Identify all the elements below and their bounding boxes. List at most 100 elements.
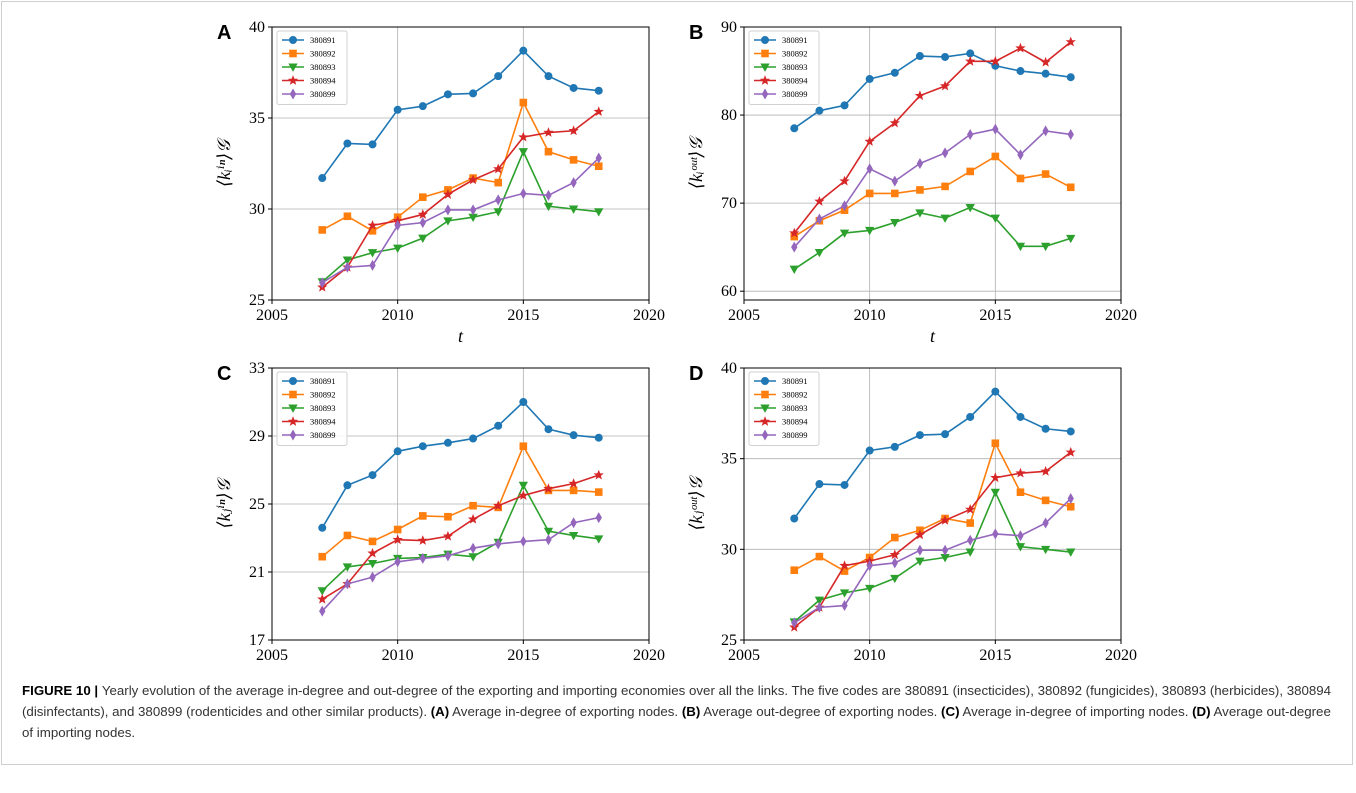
marker [367, 249, 378, 258]
chart-panel: 2005 2010 2015 2020 60 70 80 90 Bt ⟨kᵢᵒᵘᵗ⟩𝒢 380891… [686, 19, 1137, 346]
marker [890, 68, 899, 77]
marker [1066, 427, 1075, 436]
marker [519, 398, 528, 406]
marker [791, 241, 798, 253]
marker [865, 74, 874, 83]
panel-label: B [689, 22, 703, 44]
marker [1065, 36, 1076, 47]
caption-bold: (D) [1192, 704, 1211, 719]
marker [543, 527, 554, 537]
marker [593, 106, 604, 117]
marker [469, 501, 477, 510]
marker [568, 531, 579, 541]
marker [814, 195, 825, 206]
figure: 2005 2010 2015 2020 25 30 35 40 At ⟨kᵢⁱⁿ⟩𝒢 380891 3… [214, 19, 1137, 670]
legend-marker [287, 75, 299, 85]
legend-label: 380894 [782, 417, 808, 427]
legend-marker [761, 49, 769, 58]
legend-label: 380893 [310, 62, 336, 72]
marker [593, 469, 604, 480]
marker [1040, 545, 1051, 555]
marker [467, 174, 479, 185]
marker [1040, 465, 1051, 476]
marker [319, 605, 326, 617]
x-tick-label: 2015 [507, 307, 539, 324]
marker [343, 531, 352, 540]
marker [343, 139, 352, 148]
y-tick-label: 25 [721, 632, 737, 649]
marker [941, 544, 949, 556]
marker [1042, 125, 1049, 137]
marker [1066, 502, 1075, 511]
y-axis-label: ⟨kⱼᵒᵘᵗ⟩𝒢 [686, 474, 706, 530]
marker [1042, 517, 1049, 529]
marker [1040, 56, 1051, 67]
y-axis-label: ⟨kⱼⁱⁿ⟩𝒢 [214, 476, 234, 528]
marker [840, 480, 849, 489]
marker [317, 593, 328, 604]
y-axis-label: ⟨kᵢⁱⁿ⟩𝒢 [214, 137, 234, 187]
marker [418, 234, 428, 243]
marker [494, 72, 503, 81]
marker [840, 101, 849, 110]
legend-marker [288, 404, 298, 413]
chart-panel: 2005 2010 2015 2020 25 30 35 40 Dt ⟨kⱼᵒᵘᵗ⟩𝒢 380891… [686, 360, 1137, 670]
marker [520, 188, 527, 200]
caption: FIGURE 10 | Yearly evolution of the aver… [22, 680, 1332, 743]
x-tick-label: 2005 [256, 307, 288, 324]
legend-marker [289, 49, 297, 58]
caption-bold: (B) [681, 704, 701, 719]
marker [318, 523, 327, 532]
marker [839, 229, 850, 238]
marker [941, 52, 950, 61]
marker [839, 560, 850, 571]
marker [569, 83, 578, 92]
x-tick-label: 2010 [854, 647, 886, 664]
marker [991, 387, 1000, 396]
marker [418, 102, 427, 111]
y-tick-label: 29 [249, 428, 265, 445]
axes-frame [743, 26, 1122, 301]
panel-label: A [217, 22, 231, 44]
caption-bold: FIGURE 10 | [22, 683, 102, 698]
marker [866, 560, 873, 572]
marker [1040, 242, 1051, 252]
marker [519, 442, 528, 450]
marker [1067, 128, 1074, 140]
legend-box [276, 30, 348, 105]
marker [419, 512, 427, 520]
marker [594, 488, 603, 496]
legend-label: 380891 [310, 35, 336, 45]
y-tick-label: 90 [721, 19, 737, 36]
marker [369, 259, 376, 271]
series-line [793, 451, 1072, 628]
y-tick-label: 25 [249, 292, 265, 309]
marker [344, 578, 351, 590]
y-tick-label: 25 [249, 496, 265, 513]
marker [965, 204, 975, 213]
marker [544, 425, 553, 434]
marker [864, 136, 875, 146]
y-tick-label: 60 [721, 283, 737, 300]
marker [495, 194, 502, 206]
series-line [321, 444, 599, 558]
marker [518, 481, 528, 491]
marker [967, 534, 974, 546]
marker [319, 277, 326, 289]
marker [914, 90, 926, 101]
series-line [321, 483, 599, 592]
marker [594, 535, 604, 544]
y-tick-label: 70 [721, 195, 737, 212]
x-tick-label: 2020 [633, 647, 665, 664]
marker [494, 421, 503, 430]
x-tick-label: 2020 [1105, 647, 1137, 664]
legend-label: 380892 [782, 390, 808, 400]
caption-text: Yearly evolution of the average in-degre… [22, 683, 1335, 719]
legend-label: 380894 [782, 76, 808, 86]
marker [889, 117, 900, 128]
marker [493, 500, 504, 511]
marker [444, 204, 452, 216]
marker [814, 248, 825, 258]
marker [595, 152, 602, 164]
x-axis-label: t [458, 666, 464, 670]
